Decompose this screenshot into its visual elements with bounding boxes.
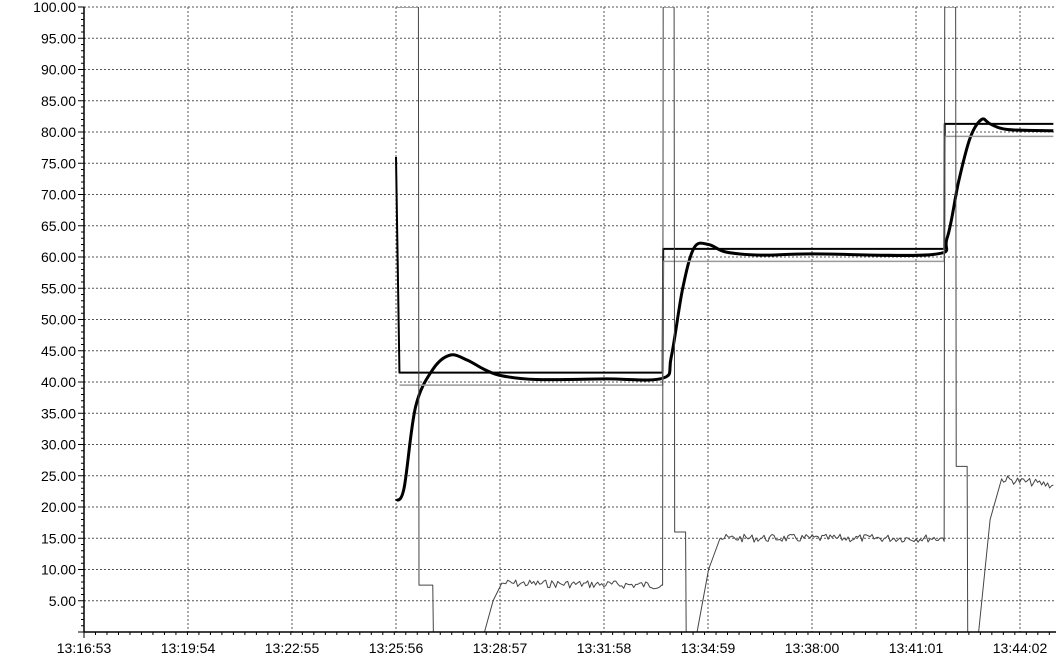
y-tick-label: 80.00 <box>41 124 76 140</box>
x-tick-label: 13:22:55 <box>265 640 320 656</box>
x-tick-label: 13:34:59 <box>681 640 736 656</box>
x-tick-label: 13:38:00 <box>785 640 840 656</box>
y-tick-label: 5.00 <box>49 593 76 609</box>
y-tick-label: 45.00 <box>41 343 76 359</box>
series-3-line <box>399 135 1054 386</box>
series-4-line <box>396 7 1054 632</box>
axes <box>78 6 1056 638</box>
x-tick-label: 13:44:02 <box>993 640 1048 656</box>
y-tick-label: 75.00 <box>41 155 76 171</box>
y-tick-label: 30.00 <box>41 437 76 453</box>
y-tick-label: 85.00 <box>41 93 76 109</box>
x-axis-tick-labels: 13:16:53 13:19:54 13:22:55 13:25:56 13:28:57… <box>57 640 1048 656</box>
y-tick-label: 100.00 <box>33 0 76 15</box>
y-tick-label: 15.00 <box>41 530 76 546</box>
y-tick-label: 70.00 <box>41 187 76 203</box>
y-tick-label: 40.00 <box>41 374 76 390</box>
y-tick-label: 95.00 <box>41 30 76 46</box>
x-tick-label: 13:28:57 <box>473 640 528 656</box>
y-tick-label: 60.00 <box>41 249 76 265</box>
x-tick-label: 13:19:54 <box>161 640 216 656</box>
series-2-line <box>394 117 1054 502</box>
x-tick-label: 13:25:56 <box>369 640 424 656</box>
y-tick-label: 65.00 <box>41 218 76 234</box>
y-tick-label: 20.00 <box>41 499 76 515</box>
y-tick-label: 35.00 <box>41 405 76 421</box>
x-tick-label: 13:16:53 <box>57 640 112 656</box>
y-tick-label: 25.00 <box>41 468 76 484</box>
y-axis-tick-labels: 5.00 10.00 15.00 20.00 25.00 30.00 35.00 40.00 4… <box>33 0 76 609</box>
y-tick-label: 55.00 <box>41 280 76 296</box>
y-tick-label: 90.00 <box>41 62 76 78</box>
x-tick-label: 13:31:58 <box>577 640 632 656</box>
grid <box>84 6 1056 632</box>
series-group <box>394 7 1054 632</box>
x-tick-label: 13:41:01 <box>889 640 944 656</box>
y-tick-label: 50.00 <box>41 312 76 328</box>
y-tick-label: 10.00 <box>41 562 76 578</box>
